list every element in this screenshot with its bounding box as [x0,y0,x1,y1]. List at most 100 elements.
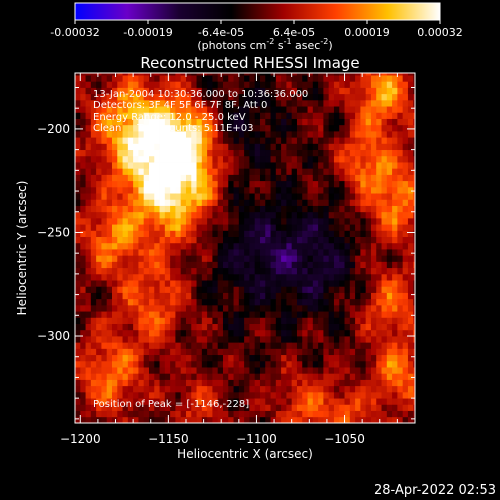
heatmap-cell [154,186,160,194]
heatmap-cell [307,155,314,163]
heatmap-cell [386,168,393,175]
heatmap-cell [228,186,234,194]
heatmap-cell [392,168,398,175]
heatmap-cell [175,137,182,144]
heatmap-cell [222,385,229,393]
heatmap-cell [228,137,234,144]
heatmap-cell [180,267,187,275]
heatmap-cell [344,348,351,356]
heatmap-cell [148,81,155,88]
heatmap-cell [265,81,271,88]
heatmap-cell [265,416,271,423]
heatmap-cell [212,249,219,256]
heatmap-cell [365,168,372,175]
heatmap-cell [117,249,123,256]
heatmap-cell [143,398,150,405]
heatmap-cell [164,162,171,169]
heatmap-cell [265,298,271,306]
heatmap-cell [207,385,213,393]
heatmap-cell [117,267,123,275]
heatmap-cell [339,298,345,306]
heatmap-cell [349,379,356,387]
heatmap-cell [281,112,287,119]
heatmap-cell [344,249,351,256]
heatmap-cell [333,143,340,151]
heatmap-cell [148,186,155,194]
heatmap-cell [80,224,86,231]
heatmap-cell [90,261,97,269]
heatmap-cell [159,304,166,312]
heatmap-cell [90,211,97,219]
heatmap-cell [238,162,245,169]
heatmap-cell [381,199,388,206]
heatmap-cell [323,336,330,343]
heatmap-cell [381,130,388,138]
heatmap-cell [233,112,240,119]
heatmap-cell [323,304,330,312]
heatmap-cell [360,193,367,200]
heatmap-cell [117,255,123,262]
heatmap-cell [175,236,182,244]
heatmap-cell [392,336,398,343]
heatmap-cell [333,298,340,306]
heatmap-cell [281,93,287,101]
heatmap-cell [133,304,139,312]
heatmap-cell [376,410,382,418]
heatmap-cell [170,280,176,287]
heatmap-cell [370,298,377,306]
heatmap-cell [323,255,330,262]
heatmap-cell [207,354,213,362]
heatmap-cell [249,242,256,250]
heatmap-cell [207,404,213,411]
heatmap-cell [148,280,155,287]
heatmap-cell [159,174,166,182]
axis-ticks: −1200 −1150 −1100 −1050−200−250−300 [37,73,415,446]
heatmap-cell [249,186,256,194]
heatmap-cell [333,348,340,356]
heatmap-cell [143,385,150,393]
heatmap-cell [154,323,160,331]
heatmap-cell [217,311,224,318]
heatmap-cell [376,130,382,138]
heatmap-cell [286,404,293,411]
heatmap-cell [138,73,145,76]
heatmap-cell [244,205,250,213]
heatmap-cell [170,273,176,281]
heatmap-cell [90,367,97,374]
heatmap-cell [196,336,203,343]
heatmap-cell [323,398,330,405]
heatmap-cell [323,379,330,387]
heatmap-cell [328,99,335,107]
heatmap-cell [270,199,277,206]
heatmap-cell [259,255,266,262]
heatmap-cell [360,186,367,194]
heatmap-cell [90,230,97,238]
heatmap-cell [191,180,197,188]
heatmap-cell [254,373,261,380]
heatmap-cell [291,93,298,101]
heatmap-cell [143,360,150,368]
heatmap-cell [127,410,134,418]
heatmap-cell [296,273,303,281]
heatmap-cell [212,112,219,119]
heatmap-cell [207,230,213,238]
heatmap-cell [80,118,86,126]
heatmap-cell [355,242,361,250]
heatmap-cell [333,261,340,269]
heatmap-cell [302,124,308,132]
heatmap-cell [254,342,261,349]
heatmap-cell [323,323,330,331]
heatmap-cell [217,124,224,132]
heatmap-cell [339,224,345,231]
heatmap-cell [323,317,330,324]
heatmap-cell [196,162,203,169]
heatmap-cell [281,261,287,269]
heatmap-cell [207,367,213,374]
heatmap-cell [96,75,102,82]
heatmap-cell [281,360,287,368]
heatmap-cell [175,73,182,76]
heatmap-cell [286,354,293,362]
heatmap-cell [270,311,277,318]
heatmap-cell [302,329,308,337]
heatmap-cell [138,130,145,138]
